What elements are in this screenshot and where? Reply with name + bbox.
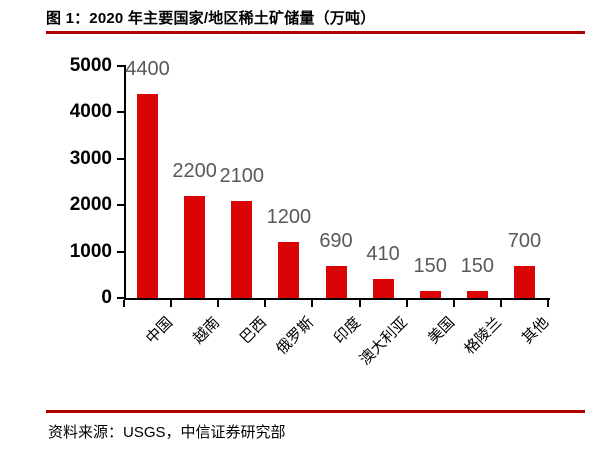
y-tick: [117, 297, 124, 299]
bar: [231, 200, 253, 298]
title-rule: [46, 31, 585, 34]
y-tick-label: 1000: [69, 240, 112, 262]
x-tick: [123, 300, 125, 307]
x-tick: [217, 300, 220, 307]
x-category-label: 俄罗斯: [273, 314, 317, 358]
x-category-label: 澳大利亚: [356, 314, 412, 369]
y-tick-label: 3000: [69, 147, 112, 169]
bar-value-label: 2200: [172, 159, 217, 182]
y-tick: [117, 157, 124, 160]
x-tick: [499, 300, 502, 307]
y-tick: [117, 250, 124, 253]
x-tick: [358, 300, 361, 307]
y-tick-label: 2000: [69, 194, 112, 216]
y-tick: [117, 65, 124, 67]
x-category-label: 巴西: [236, 314, 270, 348]
y-tick: [117, 204, 124, 207]
y-tick-label: 4000: [69, 101, 112, 123]
bar-value-label: 1200: [266, 206, 312, 229]
x-axis-line: [124, 298, 550, 300]
y-tick: [117, 111, 124, 114]
x-tick: [264, 300, 267, 307]
x-tick: [311, 300, 314, 307]
x-category-label: 越南: [189, 314, 223, 348]
x-tick: [547, 300, 549, 307]
y-tick-label: 0: [101, 287, 112, 308]
y-tick-label: 5000: [69, 55, 112, 76]
bar-value-label: 150: [460, 255, 495, 278]
bar: [372, 278, 394, 298]
x-tick: [170, 300, 173, 307]
bar: [184, 195, 206, 298]
bar: [419, 291, 441, 298]
bar: [278, 242, 300, 298]
y-axis-line: [124, 65, 126, 300]
bar: [325, 265, 347, 298]
x-category-label: 美国: [424, 314, 459, 348]
bar-value-label: 410: [366, 242, 400, 265]
bar-value-label: 2100: [219, 164, 265, 187]
figure-title: 图 1：2020 年主要国家/地区稀土矿储量（万吨）: [46, 10, 376, 27]
bar: [466, 291, 488, 298]
bar: [137, 93, 159, 298]
x-tick: [452, 300, 455, 307]
x-category-label: 印度: [330, 314, 365, 348]
x-tick: [405, 300, 408, 307]
source-note: 资料来源：USGS，中信证券研究部: [48, 424, 286, 441]
x-category-label: 格陵兰: [461, 314, 506, 358]
bar-value-label: 700: [507, 229, 542, 252]
bar-value-label: 4400: [125, 57, 170, 80]
x-category-label: 中国: [142, 314, 176, 348]
bar: [513, 265, 535, 298]
bar-value-label: 690: [319, 229, 353, 252]
footer-rule: [46, 410, 585, 413]
bar-value-label: 150: [413, 255, 447, 278]
x-category-label: 其他: [519, 314, 553, 348]
